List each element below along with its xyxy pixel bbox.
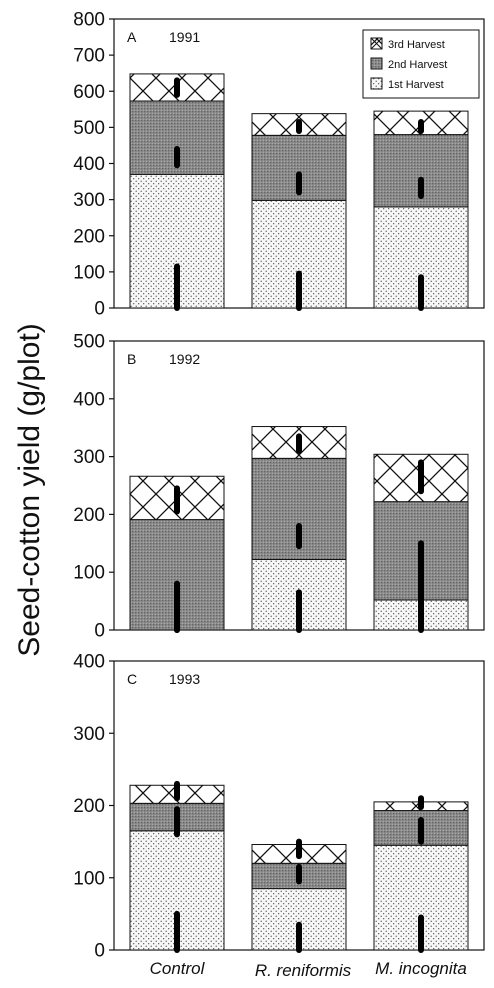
legend-swatch-cross-lines [370, 37, 383, 50]
panel-b-year: 1992 [169, 351, 200, 367]
y-tick-label: 500 [73, 118, 105, 139]
panel-b-letter: B [127, 351, 136, 367]
y-tick-label: 100 [73, 563, 105, 584]
x-category-label-control: Control [150, 959, 206, 978]
y-tick-label: 300 [73, 447, 105, 468]
panel-b: 0 100 200 300 400 500 B 1992 [73, 332, 485, 642]
y-tick-label: 600 [73, 82, 105, 103]
x-axis-sublabel: R. reniformis [255, 961, 352, 980]
panels: 0 100 200 300 400 500 600 700 800 A 1991 0 100 200 300… [73, 10, 485, 978]
panel-a-letter: A [127, 29, 137, 45]
legend: 3rd Harvest 2nd Harvest 1st Harvest [362, 29, 480, 99]
y-tick-label: 300 [73, 190, 105, 211]
panel-c: 0 100 200 300 400 C 1993 Control M. incognita [73, 652, 485, 978]
y-tick-label: 500 [73, 332, 105, 353]
legend-swatch-2nd-harvest [370, 57, 383, 70]
y-tick-label: 100 [73, 262, 105, 283]
y-tick-label: 800 [73, 10, 105, 31]
y-tick-label: 200 [73, 226, 105, 247]
y-axis-label: Seed-cotton yield (g/plot) [13, 323, 46, 657]
panel-c-letter: C [127, 671, 137, 687]
y-tick-label: 0 [94, 299, 105, 320]
panel-c-year: 1993 [169, 671, 200, 687]
y-tick-label: 400 [73, 389, 105, 410]
legend-label-3rd-harvest: 3rd Harvest [388, 39, 445, 51]
y-tick-label: 300 [73, 724, 105, 745]
legend-label-2nd-harvest: 2nd Harvest [388, 59, 447, 71]
y-tick-label: 700 [73, 46, 105, 67]
legend-label-1st-harvest: 1st Harvest [388, 79, 444, 91]
y-tick-label: 0 [94, 941, 105, 962]
y-tick-label: 200 [73, 796, 105, 817]
x-category-label-m-incognita: M. incognita [375, 959, 467, 978]
y-tick-label: 0 [94, 621, 105, 642]
y-tick-label: 400 [73, 154, 105, 175]
y-tick-label: 400 [73, 652, 105, 673]
legend-swatch-1st-harvest [370, 77, 383, 90]
y-tick-label: 200 [73, 505, 105, 526]
y-tick-label: 100 [73, 868, 105, 889]
panel-a: 0 100 200 300 400 500 600 700 800 A 1991 [73, 10, 485, 320]
panel-a-year: 1991 [169, 29, 200, 45]
